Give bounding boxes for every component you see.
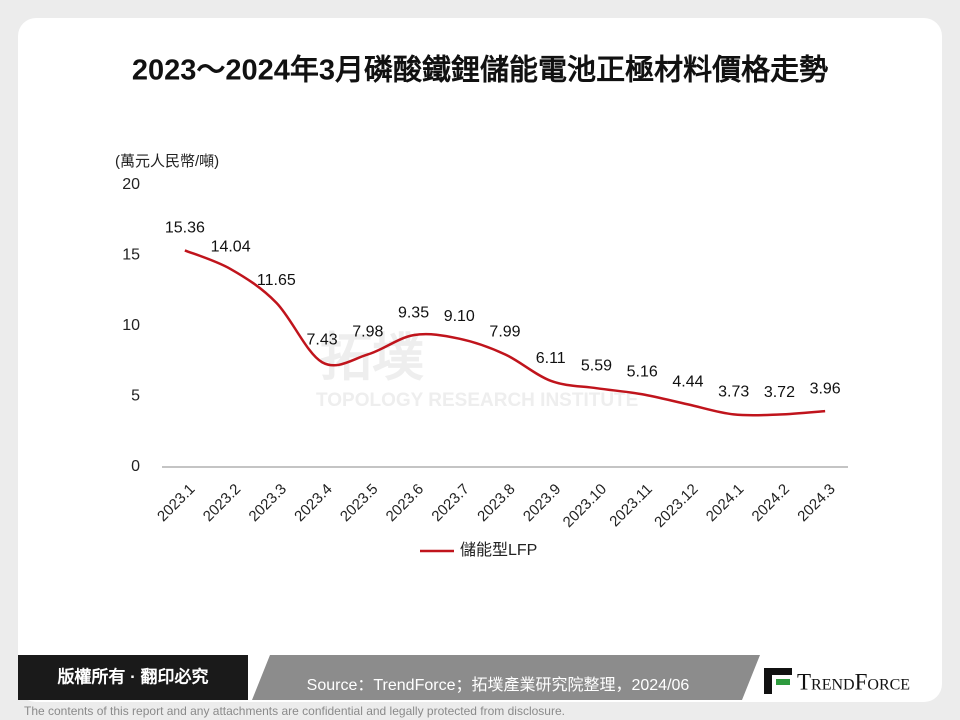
logo-mark	[772, 668, 792, 675]
logo-mark	[776, 679, 790, 685]
source: Source：TrendForce；拓墣產業研究院整理，2024/06	[307, 676, 690, 694]
copyright-box	[18, 655, 248, 700]
card	[18, 18, 942, 702]
logo-text: TrendForce	[797, 669, 910, 694]
data-label: 3.72	[764, 384, 795, 401]
data-label: 7.99	[489, 324, 520, 341]
data-label: 5.16	[627, 363, 658, 380]
data-label: 7.98	[352, 324, 383, 341]
data-label: 11.65	[257, 272, 296, 289]
y-tick-label: 10	[122, 317, 140, 334]
y-tick-label: 0	[131, 458, 140, 475]
watermark-name: 拓墣	[320, 330, 424, 388]
data-label: 3.96	[810, 380, 841, 397]
data-label: 9.10	[444, 308, 475, 325]
y-tick-label: 20	[122, 176, 140, 193]
data-label: 6.11	[536, 350, 566, 367]
source-box	[252, 655, 760, 700]
data-label: 9.35	[398, 304, 429, 321]
logo: TrendForce	[764, 668, 910, 694]
logo-mark	[764, 668, 772, 694]
copyright: 版權所有 · 翻印必究	[57, 666, 208, 686]
data-label: 4.44	[672, 374, 703, 391]
data-label: 14.04	[211, 238, 251, 255]
watermark-org: TOPOLOGY RESEARCH INSTITUTE	[316, 390, 638, 411]
data-label: 5.59	[581, 357, 612, 374]
legend-label: 儲能型LFP	[460, 541, 537, 559]
chart-title: 2023～2024年3月磷酸鐵鋰儲能電池正極材料價格走勢	[132, 53, 828, 87]
data-label: 15.36	[165, 220, 205, 237]
y-tick-label: 15	[122, 247, 140, 264]
disclaimer: The contents of this report and any atta…	[24, 704, 565, 718]
y-axis-label: (萬元人民幣/噸)	[115, 153, 219, 170]
data-label: 7.43	[306, 331, 337, 348]
y-tick-label: 5	[131, 388, 140, 405]
data-label: 3.73	[718, 384, 749, 401]
series-line	[184, 249, 826, 417]
